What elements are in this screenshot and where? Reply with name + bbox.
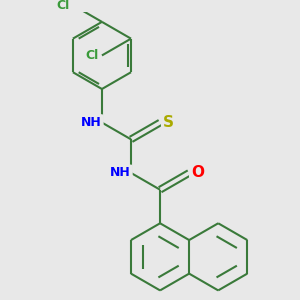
- Text: NH: NH: [81, 116, 102, 129]
- Text: O: O: [191, 165, 204, 180]
- Text: Cl: Cl: [57, 0, 70, 12]
- Text: S: S: [163, 115, 174, 130]
- Text: NH: NH: [110, 167, 131, 179]
- Text: Cl: Cl: [86, 49, 99, 62]
